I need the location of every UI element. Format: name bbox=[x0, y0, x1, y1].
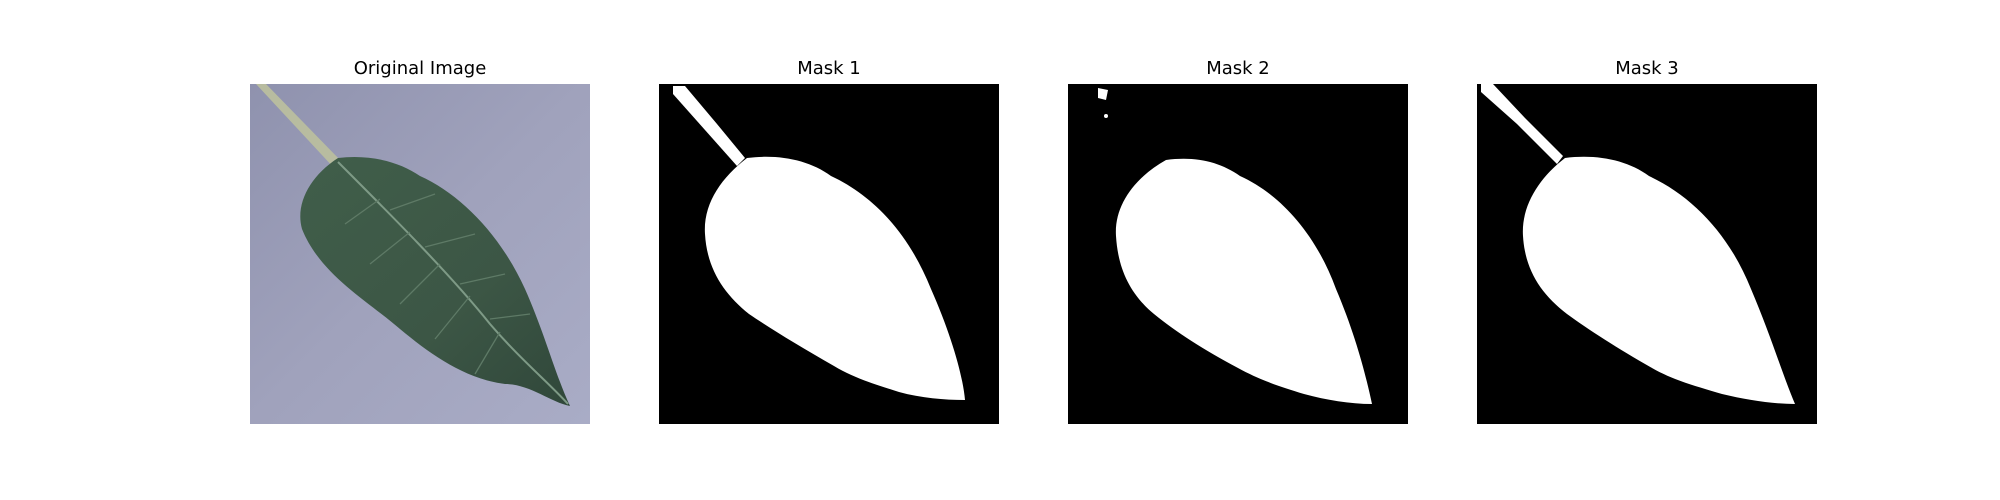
leaf-shape bbox=[300, 156, 570, 406]
panel-title: Mask 1 bbox=[797, 58, 861, 79]
panel-title: Original Image bbox=[353, 58, 487, 79]
panel-title: Mask 3 bbox=[1615, 58, 1679, 79]
mask-3-image bbox=[1477, 84, 1817, 424]
mask-2-image bbox=[1068, 84, 1408, 424]
original-leaf-image bbox=[250, 84, 590, 424]
panel-title: Mask 2 bbox=[1206, 58, 1270, 79]
mask-1-image bbox=[659, 84, 999, 424]
